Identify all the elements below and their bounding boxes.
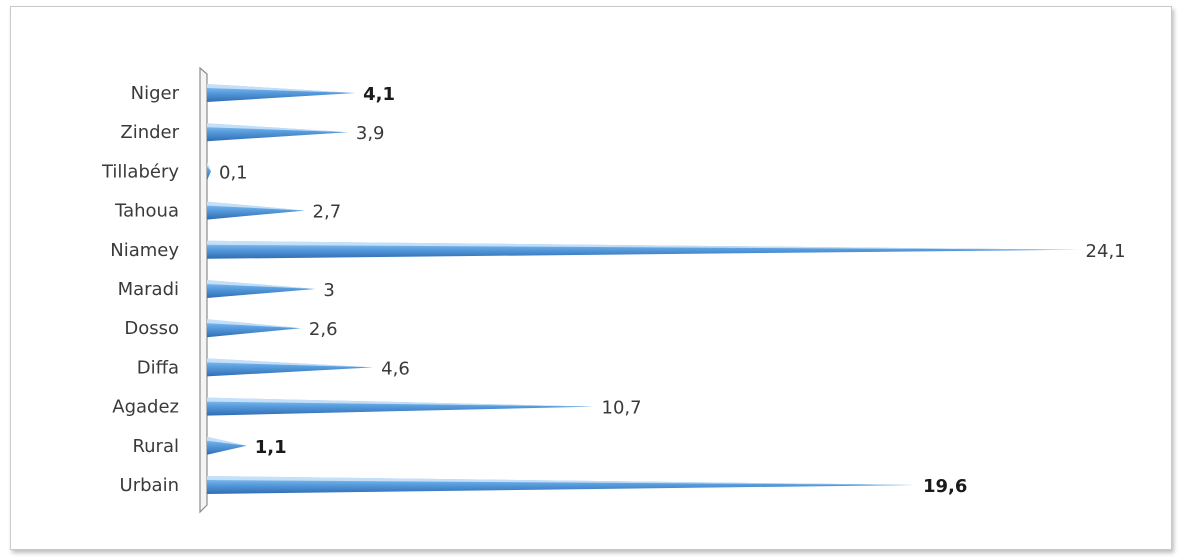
bar-highlight: [207, 476, 915, 485]
bar-highlight: [207, 240, 1078, 250]
data-label: 0,1: [219, 162, 248, 183]
data-label: 24,1: [1086, 241, 1126, 262]
category-label: Tillabéry: [101, 161, 179, 182]
data-label: 10,7: [602, 398, 642, 419]
category-label: Agadez: [112, 397, 179, 418]
data-label: 3,9: [356, 123, 385, 144]
category-label: Tahoua: [114, 201, 179, 222]
data-label: 1,1: [255, 437, 287, 458]
bar-highlight: [207, 201, 305, 211]
y-axis-wall: [199, 66, 208, 514]
bar-highlight: [207, 162, 211, 172]
bar-highlight: [207, 358, 374, 368]
data-label: 19,6: [923, 476, 967, 497]
category-label: Diffa: [137, 357, 179, 378]
data-label: 2,6: [309, 319, 338, 340]
bar-highlight: [207, 436, 247, 446]
category-label: Zinder: [120, 122, 179, 143]
data-label: 3: [323, 280, 334, 301]
bar-highlight: [207, 84, 356, 93]
bar-highlight: [207, 319, 301, 329]
bar-highlight: [207, 123, 348, 133]
data-label: 4,1: [363, 84, 395, 105]
category-label: Niger: [131, 83, 180, 104]
category-label: Niamey: [110, 240, 179, 261]
bar-highlight: [207, 280, 316, 289]
data-label: 4,6: [381, 358, 410, 379]
bar-highlight: [207, 397, 594, 407]
data-label: 2,7: [313, 202, 342, 223]
category-label: Dosso: [124, 318, 179, 339]
category-label: Urbain: [120, 475, 179, 496]
category-label: Rural: [132, 436, 179, 457]
category-label: Maradi: [118, 279, 179, 300]
